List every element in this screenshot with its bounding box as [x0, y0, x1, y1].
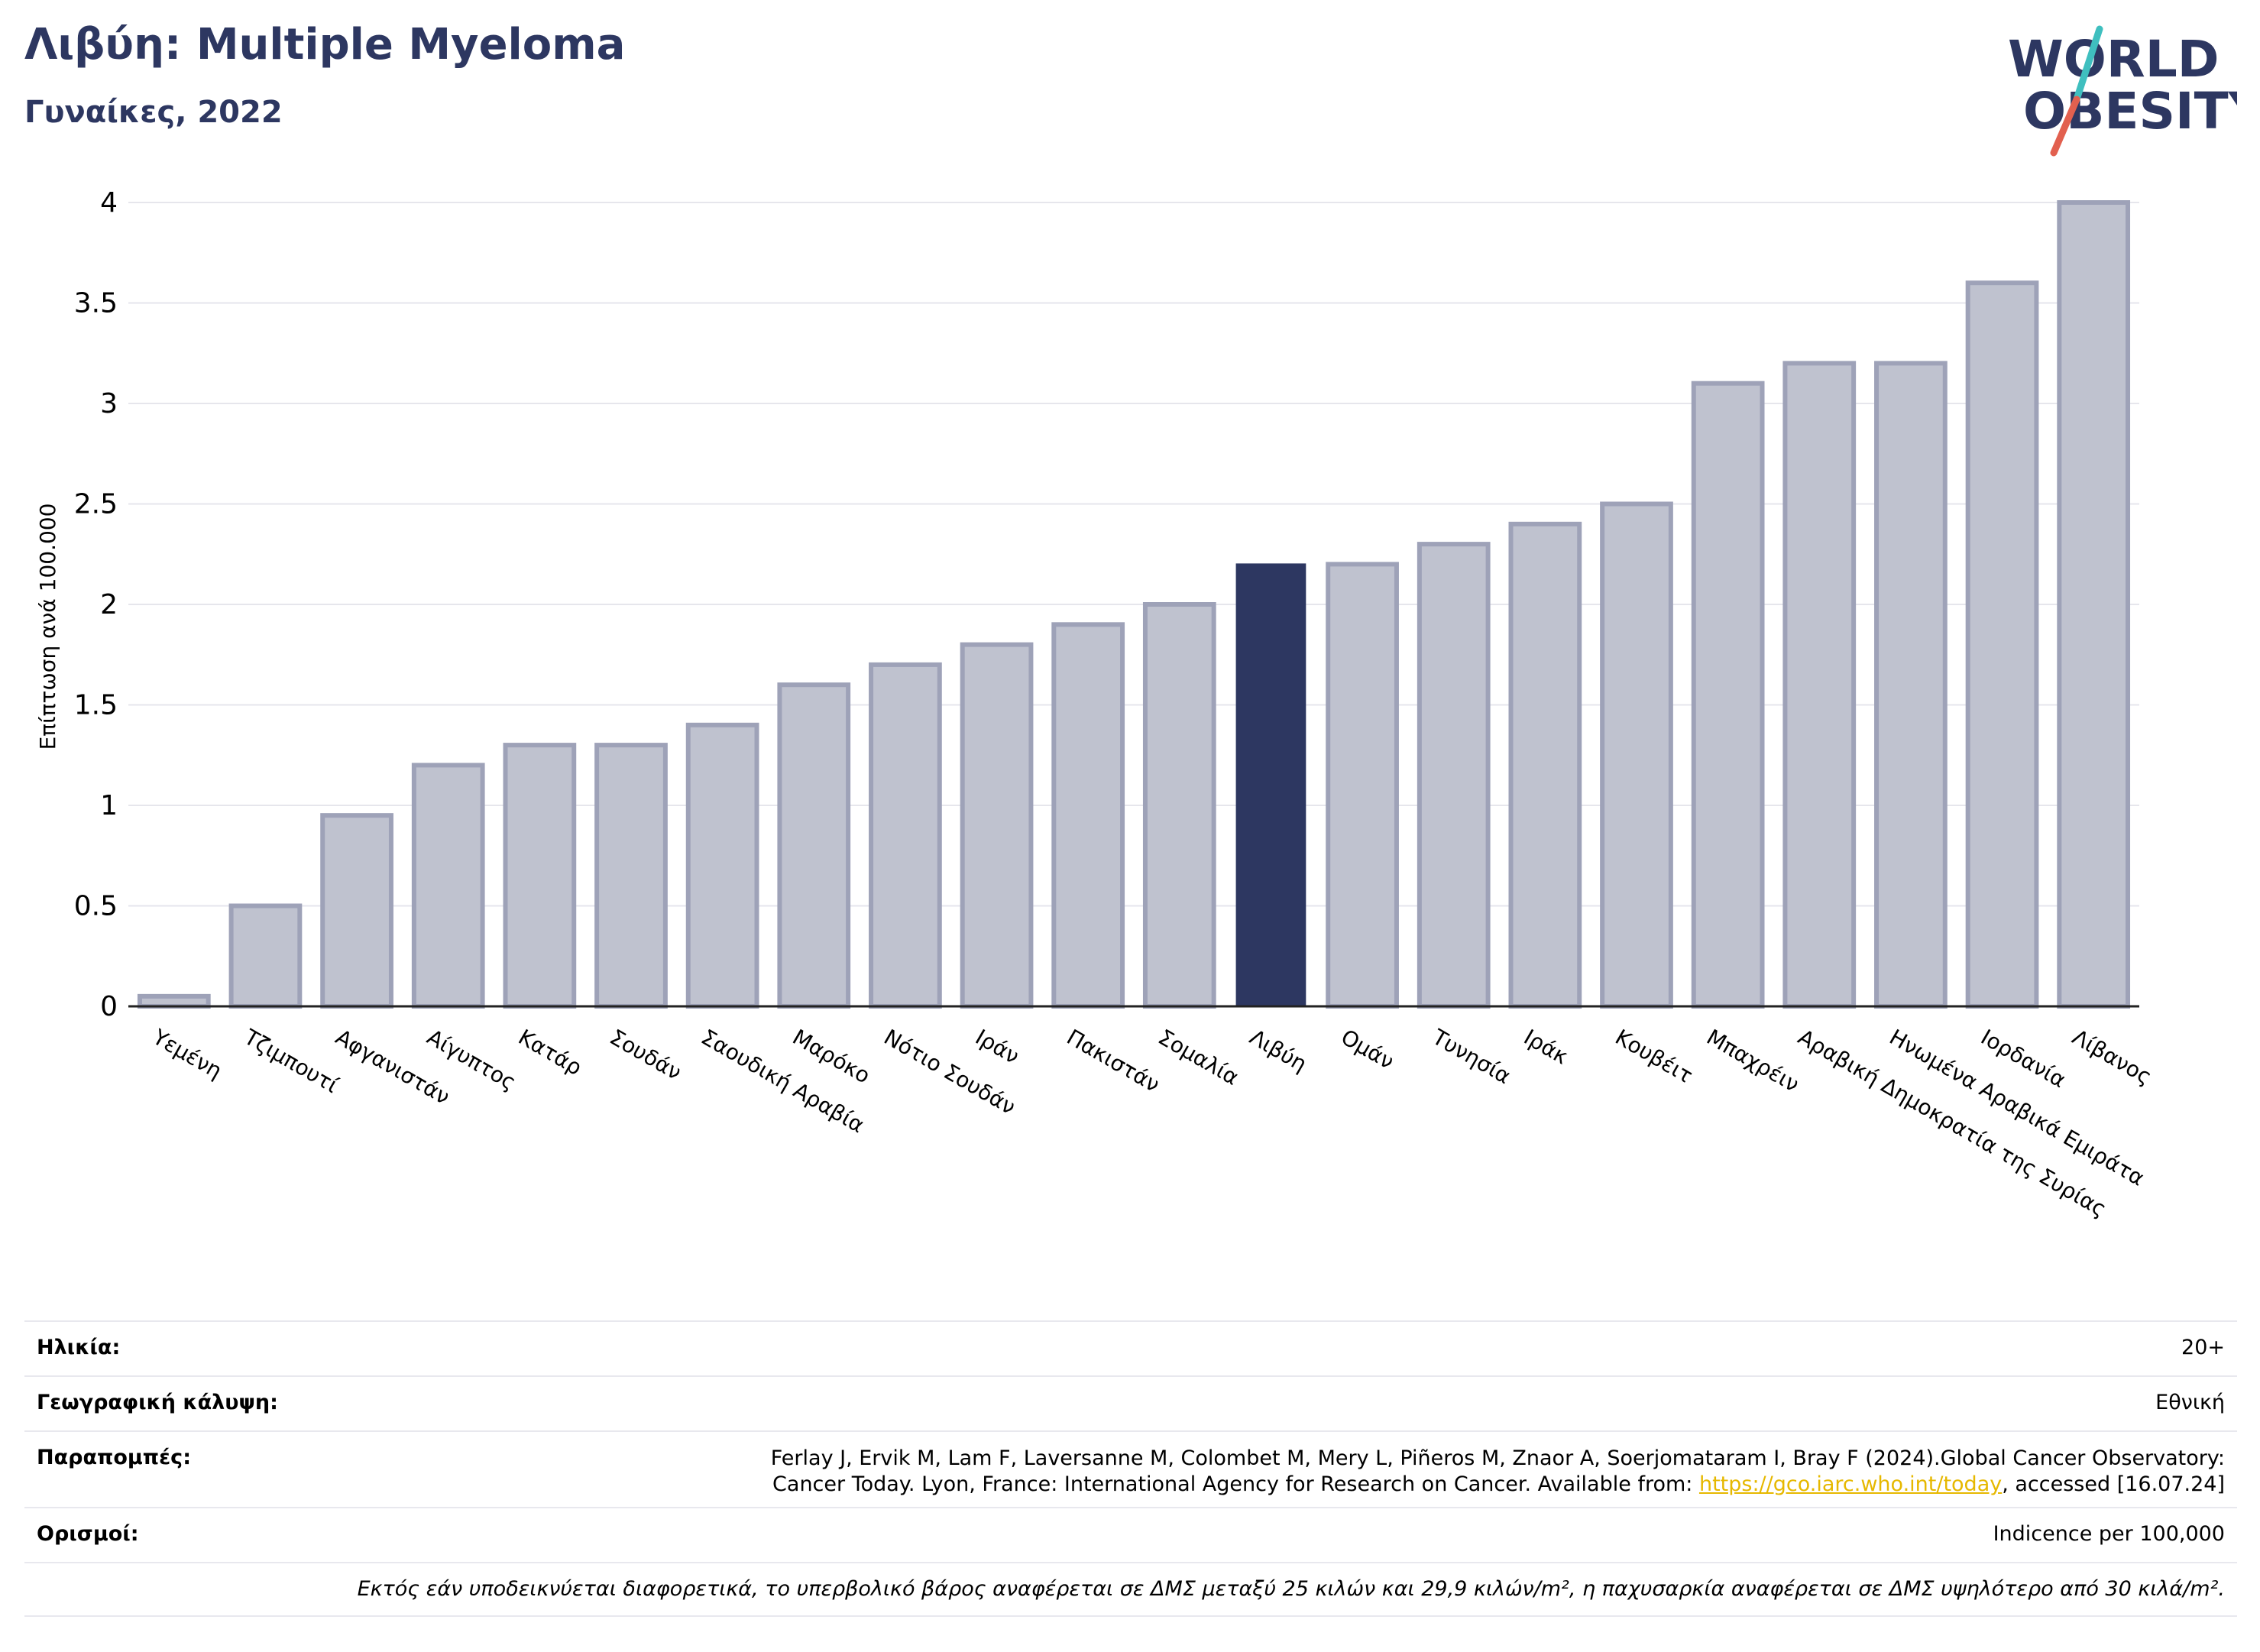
bar-3 — [320, 813, 393, 1009]
x-tick-label: Τυνησία — [1427, 1024, 1515, 1089]
logo-word-obesity: OBESITY — [2023, 82, 2237, 141]
references-link[interactable]: https://gco.iarc.who.int/today — [1698, 1472, 2003, 1496]
references-line-2-start: Cancer Today. Lyon, France: Internationa… — [772, 1472, 1699, 1496]
info-row-references: Παραπομπές: Ferlay J, Ervik M, Lam F, La… — [24, 1430, 2237, 1507]
bar-14 — [1326, 562, 1399, 1009]
x-tick-label: Υεμένη — [147, 1024, 226, 1084]
bar-9 — [869, 662, 942, 1009]
x-tick-label: Κατάρ — [514, 1024, 586, 1080]
bar-6 — [594, 743, 668, 1009]
y-tick-label: 2 — [100, 589, 118, 620]
coverage-value: Εθνική — [2155, 1391, 2225, 1414]
y-tick-label: 1 — [100, 790, 118, 821]
info-row-footnote: Εκτός εάν υποδεικνύεται διαφορετικά, το … — [24, 1562, 2237, 1617]
x-tick-label: Κουβέιτ — [1611, 1024, 1698, 1088]
x-tick-label: Λίβανος — [2068, 1024, 2156, 1090]
bar-21 — [1965, 280, 2039, 1009]
y-tick-label: 0 — [100, 991, 118, 1022]
info-table: Ηλικία: 20+ Γεωγραφική κάλυψη: Εθνική Πα… — [24, 1320, 2237, 1617]
bar-17 — [1600, 501, 1673, 1009]
bar-19 — [1782, 361, 1857, 1009]
bar-22 — [2057, 200, 2131, 1009]
definitions-label: Ορισμοί: — [37, 1522, 139, 1546]
x-tick-label: Σουδάν — [606, 1024, 686, 1085]
x-tick-label: Ομάν — [1337, 1024, 1399, 1074]
bar-5 — [503, 743, 577, 1009]
info-row-coverage: Γεωγραφική κάλυψη: Εθνική — [24, 1375, 2237, 1430]
y-tick-label: 4 — [100, 187, 118, 219]
world-obesity-logo: WORLD OBESITY — [2008, 25, 2237, 157]
x-tick-label: Σομαλία — [1154, 1024, 1243, 1090]
bar-4 — [411, 763, 485, 1009]
age-label: Ηλικία: — [37, 1336, 121, 1359]
x-tick-label: Τζιμπουτί — [239, 1024, 343, 1098]
bar-2 — [228, 903, 303, 1009]
bar-20 — [1874, 361, 1948, 1009]
y-tick-label: 1.5 — [74, 690, 118, 721]
bar-1 — [137, 993, 211, 1009]
chart-title: Λιβύη: Multiple Myeloma — [24, 20, 626, 70]
x-tick-label: Λιβύη — [1245, 1024, 1311, 1077]
bar-8 — [777, 682, 851, 1009]
y-tick-label: 0.5 — [74, 891, 118, 922]
bar-chart: 0 0.5 1 1.5 2 2.5 3 3.5 4 Υεμένη ΤζιμπουτίΑφγανισ… — [35, 187, 2156, 1222]
bar-7 — [685, 722, 759, 1009]
bars — [137, 200, 2131, 1009]
coverage-label: Γεωγραφική κάλυψη: — [37, 1391, 278, 1414]
bar-18 — [1691, 381, 1765, 1009]
logo-slash-teal — [2073, 25, 2103, 103]
y-tick-label: 2.5 — [74, 489, 118, 520]
bar-10 — [960, 642, 1034, 1009]
x-tick-label: Ιράκ — [1520, 1024, 1572, 1069]
bar-13 — [1235, 563, 1306, 1007]
age-value: 20+ — [2181, 1336, 2225, 1359]
bar-15 — [1417, 542, 1491, 1009]
references-text: Ferlay J, Ervik M, Lam F, Laversanne M, … — [771, 1446, 2225, 1498]
y-tick-label: 3 — [100, 388, 118, 419]
y-axis-label: Επίπτωση ανά 100.000 — [35, 504, 60, 750]
y-tick-label: 3.5 — [74, 288, 118, 319]
info-row-definitions: Ορισμοί: Indicence per 100,000 — [24, 1507, 2237, 1562]
bar-16 — [1508, 521, 1582, 1009]
y-axis-ticks: 0 0.5 1 1.5 2 2.5 3 3.5 4 — [74, 187, 118, 1022]
x-tick-label: Πακιστάν — [1063, 1024, 1164, 1097]
references-label: Παραπομπές: — [37, 1446, 191, 1469]
info-row-age: Ηλικία: 20+ — [24, 1320, 2237, 1375]
bar-12 — [1142, 602, 1216, 1009]
definitions-value: Indicence per 100,000 — [1993, 1522, 2225, 1546]
bar-11 — [1051, 622, 1125, 1009]
logo-word-world: WORLD — [2008, 30, 2220, 89]
chart-subtitle: Γυναίκες, 2022 — [24, 95, 283, 130]
logo-slash-red — [2050, 96, 2080, 157]
x-tick-label: Ιράν — [971, 1024, 1024, 1069]
x-tick-label: Σαουδική Αραβία — [697, 1024, 869, 1138]
footnote-text: Εκτός εάν υποδεικνύεται διαφορετικά, το … — [357, 1577, 2225, 1601]
references-line-1: Ferlay J, Ervik M, Lam F, Laversanne M, … — [770, 1446, 2225, 1470]
references-line-2-end: , accessed [16.07.24] — [2002, 1472, 2225, 1496]
x-tick-label: Μπαχρέιν — [1702, 1024, 1803, 1096]
